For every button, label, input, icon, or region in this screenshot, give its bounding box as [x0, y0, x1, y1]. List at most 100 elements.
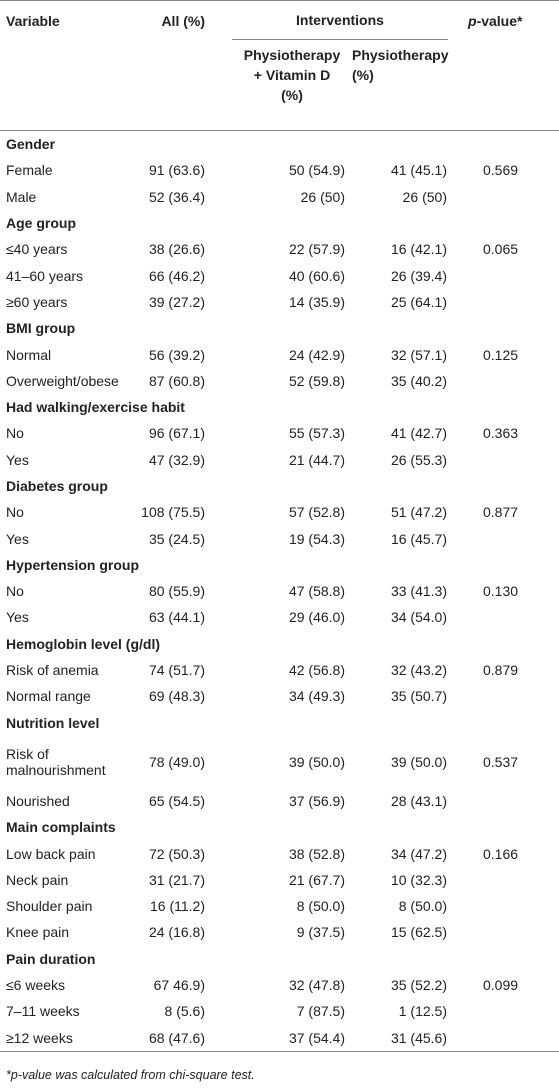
data-row: Risk of malnourishment 78 (49.0) 39 (50.0)…: [0, 736, 559, 788]
group-row: Main complaints: [0, 814, 559, 840]
table-header: Variable All (%) Interventions p-value* …: [0, 0, 559, 131]
cell: 35 (40.2): [390, 372, 447, 389]
cell: 31 (21.7): [148, 871, 205, 888]
cell: 39 (50.0): [288, 753, 345, 770]
cell: 19 (54.3): [288, 530, 345, 547]
data-row: Yes 35 (24.5) 19 (54.3) 16 (45.7): [0, 525, 559, 551]
cell: 56 (39.2): [148, 346, 205, 363]
cell: 0.363: [483, 425, 519, 442]
row-label: Nourished: [6, 792, 70, 809]
cell: 39 (50.0): [390, 753, 447, 770]
header-sub-line: Physiotherapy: [352, 47, 449, 63]
cell: 33 (41.3): [390, 583, 447, 600]
data-row: No 80 (55.9) 47 (58.8) 33 (41.3) 0.130: [0, 578, 559, 604]
group-label: Age group: [6, 215, 76, 232]
cell: [454, 289, 559, 315]
cell: 0.879: [483, 662, 519, 679]
cell: 15 (62.5): [390, 924, 447, 941]
group-row: Pain duration: [0, 946, 559, 972]
group-label: BMI group: [6, 320, 76, 337]
cell: 52 (59.8): [288, 372, 345, 389]
footnote: *p-value was calculated from chi-square …: [6, 1068, 255, 1082]
cell: 28 (43.1): [390, 792, 447, 809]
data-row: Normal 56 (39.2) 24 (42.9) 32 (57.1) 0.125: [0, 341, 559, 367]
cell: 32 (47.8): [288, 977, 345, 994]
header-empty: [130, 41, 212, 131]
data-table: Variable All (%) Interventions p-value* …: [0, 0, 559, 1052]
row-label: ≥60 years: [6, 293, 68, 310]
cell: 26 (39.4): [390, 267, 447, 284]
group-label: Gender: [6, 136, 56, 153]
data-row: Nourished 65 (54.5) 37 (56.9) 28 (43.1): [0, 788, 559, 814]
cell: 16 (11.2): [150, 898, 205, 915]
cell: 29 (46.0): [288, 609, 345, 626]
header-sub-line: (%): [281, 87, 303, 103]
cell: 74 (51.7): [148, 662, 205, 679]
group-label: Hypertension group: [6, 556, 140, 573]
cell: 63 (44.1): [148, 609, 205, 626]
cell: 0.130: [483, 583, 519, 600]
header-variable: Variable: [0, 0, 130, 41]
cell: 72 (50.3): [148, 845, 205, 862]
data-row: Yes 63 (44.1) 29 (46.0) 34 (54.0): [0, 604, 559, 630]
cell: 10 (32.3): [390, 871, 447, 888]
cell: 26 (50): [300, 188, 345, 205]
cell: [454, 919, 559, 945]
cell: 26 (50): [402, 188, 447, 205]
group-label: Diabetes group: [6, 478, 108, 494]
data-row: Overweight/obese 87 (60.8) 52 (59.8) 35 (40…: [0, 368, 559, 394]
cell: 96 (67.1): [148, 425, 205, 442]
header-sub: Physiotherapy (%): [352, 41, 454, 131]
cell: 57 (52.8): [288, 504, 345, 521]
header-sub-line: (%): [352, 67, 374, 83]
cell: [454, 604, 559, 630]
cell: 16 (45.7): [390, 530, 447, 547]
header-empty: [454, 41, 559, 131]
row-label: Neck pain: [6, 871, 69, 888]
cell: 69 (48.3): [148, 688, 205, 705]
cell: [454, 525, 559, 551]
row-label: No: [6, 425, 24, 442]
row-label: Risk of anemia: [6, 662, 99, 679]
cell: 51 (47.2): [390, 504, 447, 521]
cell: 40 (60.6): [288, 267, 345, 284]
row-label: Risk of malnourishment: [6, 745, 106, 778]
cell: 38 (26.6): [148, 241, 205, 258]
cell: 35 (24.5): [148, 530, 205, 547]
cell: 25 (64.1): [390, 293, 447, 310]
cell: 80 (55.9): [148, 583, 205, 600]
cell: 0.065: [483, 241, 519, 258]
cell: 91 (63.6): [148, 162, 205, 179]
cell: [454, 998, 559, 1024]
cell: 32 (57.1): [390, 346, 447, 363]
cell: 35 (50.7): [390, 688, 447, 705]
cell: 8 (50.0): [398, 898, 447, 915]
cell: [454, 184, 559, 210]
group-row: Nutrition level: [0, 710, 559, 736]
cell: 21 (67.7): [288, 871, 345, 888]
data-row: Shoulder pain 16 (11.2) 8 (50.0) 8 (50.0): [0, 893, 559, 919]
cell: 34 (49.3): [288, 688, 345, 705]
group-row: Hemoglobin level (g/dl): [0, 631, 559, 657]
cell: 32 (43.2): [390, 662, 447, 679]
data-row: Risk of anemia 74 (51.7) 42 (56.8) 32 (43.2…: [0, 657, 559, 683]
cell: [454, 788, 559, 814]
table-body: Gender Female 91 (63.6) 50 (54.9) 41 (45.1) 0…: [0, 131, 559, 1052]
cell: 14 (35.9): [288, 293, 345, 310]
cell: 8 (5.6): [164, 1003, 205, 1020]
cell: [454, 893, 559, 919]
cell: 52 (36.4): [148, 188, 205, 205]
cell: 0.166: [483, 845, 519, 862]
row-label: ≥12 weeks: [0, 1024, 130, 1052]
cell: 31 (45.6): [352, 1024, 454, 1052]
header-sub-line: Physiotherapy: [243, 47, 341, 63]
group-row: Gender: [0, 131, 559, 158]
data-row: Yes 47 (32.9) 21 (44.7) 26 (55.3): [0, 447, 559, 473]
row-label: Yes: [6, 451, 29, 468]
data-row: No 96 (67.1) 55 (57.3) 41 (42.7) 0.363: [0, 420, 559, 446]
cell: 41 (42.7): [390, 425, 447, 442]
group-row: Age group: [0, 210, 559, 236]
row-label: Low back pain: [6, 845, 96, 862]
row-label: Female: [6, 162, 53, 179]
